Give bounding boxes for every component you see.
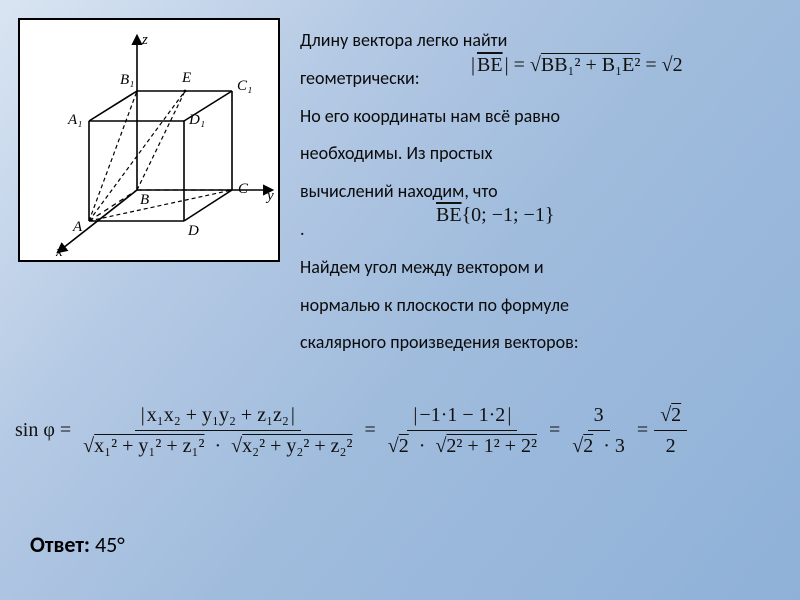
be-length-root: BB₁² + B₁E² [541, 54, 640, 76]
frac1-den-b: x₂² + y₂² + z₂² [242, 435, 352, 457]
frac4-den: 2 [660, 431, 682, 461]
sin-phi: sin φ = [15, 419, 71, 442]
eq2: = [549, 419, 560, 442]
line-4: необходимы. Из простых [300, 135, 780, 173]
line-9: скалярного произведения векторов: [300, 324, 780, 362]
lbl-E: E [181, 70, 191, 86]
lbl-B: B [140, 192, 149, 208]
frac4-num: 2 [671, 404, 681, 426]
frac3-num: 3 [588, 400, 610, 431]
eq-sign: = [514, 54, 525, 76]
frac1-num: x₁x₂ + y₁y₂ + z₁z₂ [141, 404, 295, 426]
be-length-rhs: √2 [662, 54, 683, 76]
lbl-B1: B₁ [120, 72, 134, 88]
lbl-D: D [187, 223, 199, 239]
frac-1: x₁x₂ + y₁y₂ + z₁z₂ x₁² + y₁² + z₁² · x₂²… [77, 400, 358, 461]
lbl-x: x [55, 244, 63, 260]
lbl-A1: A₁ [67, 112, 82, 128]
be-length-lhs: BE [477, 54, 503, 76]
frac1-den-a: x₁² + y₁² + z₁² [94, 435, 204, 457]
cube-diagram: A B C D A₁ B₁ C₁ D₁ E x y z [18, 18, 280, 262]
slide: A B C D A₁ B₁ C₁ D₁ E x y z Длину вектор… [0, 0, 800, 600]
line-3: Но его координаты нам всё равно [300, 98, 780, 136]
lbl-D1: D₁ [188, 112, 205, 128]
lbl-A: A [72, 219, 83, 235]
line-8: нормалью к плоскости по формуле [300, 287, 780, 325]
formula-be-length: BE = BB₁² + B₁E² = √2 [465, 52, 689, 79]
frac2-den-b: 2² + 1² + 2² [446, 435, 537, 457]
frac3-den-b: 3 [615, 435, 625, 457]
frac3-den-a: 2 [583, 435, 593, 457]
frac2-den-a: 2 [399, 435, 409, 457]
frac-2: −1·1 − 1·2 2 · 2² + 1² + 2² [382, 400, 543, 461]
be-coords-lead: BE [436, 204, 462, 226]
answer-label: Ответ: [30, 531, 90, 558]
answer-line: Ответ: 45° [30, 531, 125, 558]
frac2-num: −1·1 − 1·2 [413, 404, 511, 426]
be-coords-vals: {0; −1; −1} [462, 204, 555, 226]
frac-4: 2 2 [654, 400, 687, 461]
lbl-z: z [141, 32, 148, 48]
formula-main: sin φ = x₁x₂ + y₁y₂ + z₁z₂ x₁² + y₁² + z… [15, 400, 785, 461]
line-7: Найдем угол между вектором и [300, 249, 780, 287]
eq3: = [637, 419, 648, 442]
lbl-C: C [238, 181, 249, 197]
cube-svg: A B C D A₁ B₁ C₁ D₁ E x y z [20, 20, 278, 260]
lbl-y: y [265, 188, 274, 204]
answer-value: 45° [95, 531, 125, 558]
formula-be-coords: BE{0; −1; −1} [430, 202, 560, 229]
frac-3: 3 2 · 3 [566, 400, 631, 461]
lbl-C1: C₁ [237, 78, 252, 94]
eq1: = [365, 419, 376, 442]
